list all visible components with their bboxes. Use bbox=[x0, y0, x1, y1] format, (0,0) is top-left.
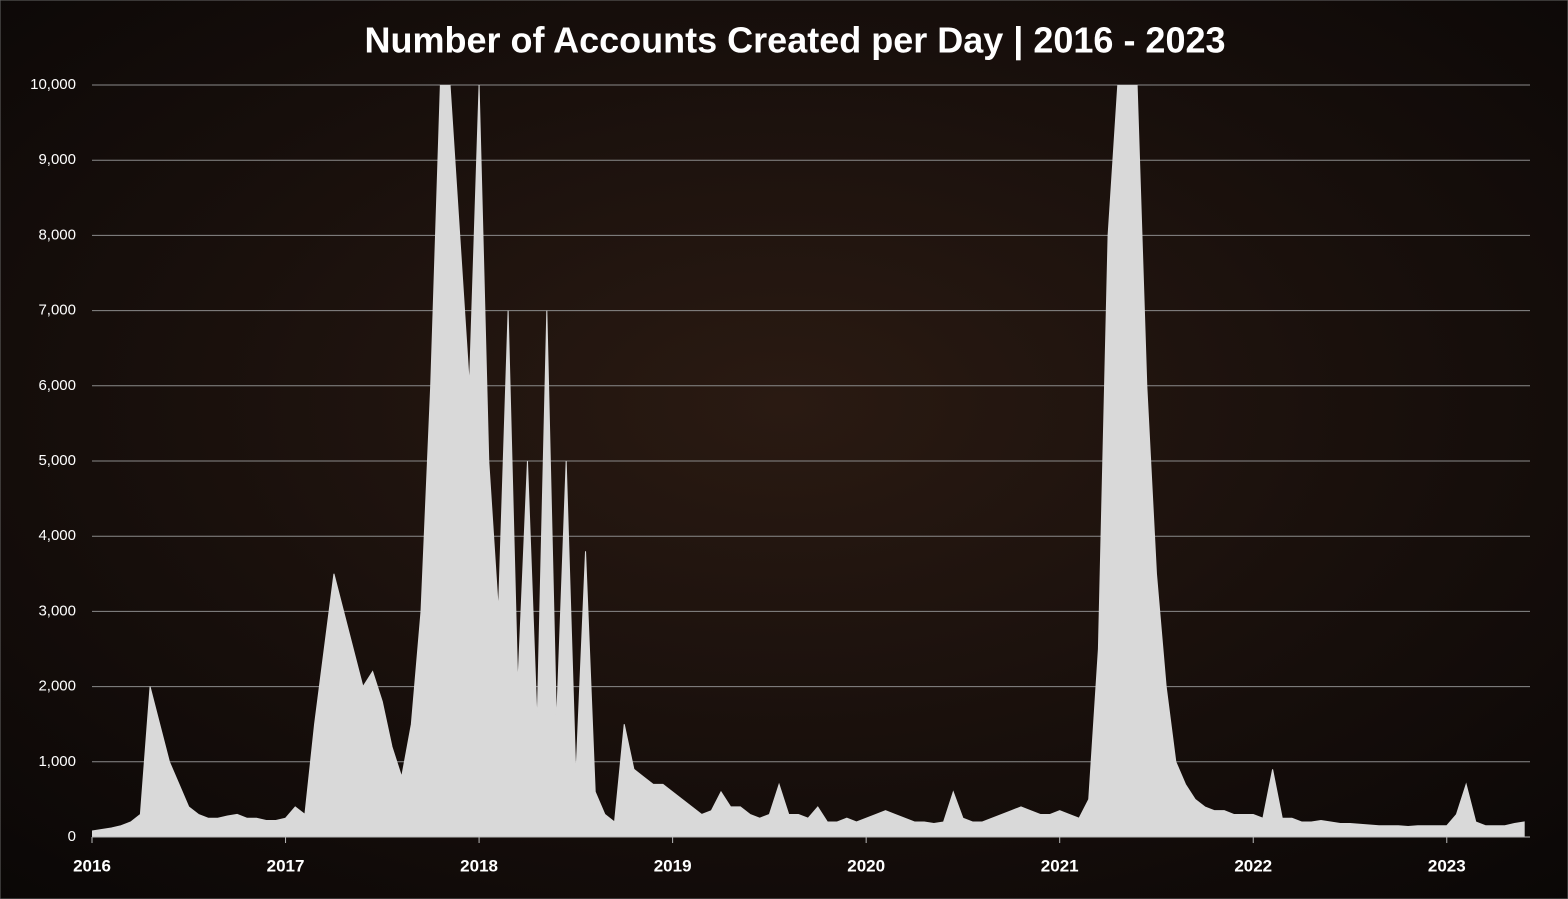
x-tick-label: 2020 bbox=[847, 856, 885, 875]
y-tick-label: 4,000 bbox=[38, 527, 76, 544]
chart-title: Number of Accounts Created per Day | 201… bbox=[364, 20, 1225, 62]
x-tick-label: 2017 bbox=[267, 856, 305, 875]
x-tick-label: 2016 bbox=[73, 856, 111, 875]
y-tick-label: 9,000 bbox=[38, 151, 76, 168]
y-tick-label: 8,000 bbox=[38, 226, 76, 243]
y-tick-label: 7,000 bbox=[38, 302, 76, 319]
x-tick-label: 2018 bbox=[460, 856, 498, 875]
area bbox=[92, 85, 1525, 837]
y-tick-label: 6,000 bbox=[38, 377, 76, 394]
y-tick-label: 2,000 bbox=[38, 678, 76, 695]
x-tick-label: 2022 bbox=[1234, 856, 1272, 875]
x-tick-label: 2021 bbox=[1041, 856, 1079, 875]
x-tick-label: 2023 bbox=[1428, 856, 1466, 875]
y-tick-label: 10,000 bbox=[30, 76, 76, 93]
x-tick-label: 2019 bbox=[654, 856, 692, 875]
y-tick-label: 1,000 bbox=[38, 753, 76, 770]
y-tick-label: 5,000 bbox=[38, 452, 76, 469]
y-tick-label: 0 bbox=[68, 828, 76, 845]
y-tick-label: 3,000 bbox=[38, 602, 76, 619]
